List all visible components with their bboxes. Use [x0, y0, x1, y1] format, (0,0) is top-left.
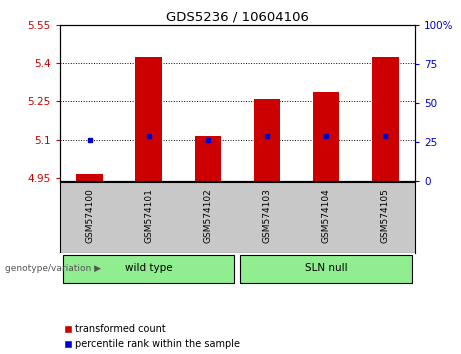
- Text: GSM574103: GSM574103: [262, 188, 272, 243]
- Title: GDS5236 / 10604106: GDS5236 / 10604106: [166, 11, 309, 24]
- Text: SLN null: SLN null: [305, 263, 348, 273]
- Bar: [254, 99, 280, 181]
- Bar: [195, 136, 221, 181]
- Bar: [136, 57, 162, 181]
- Bar: [372, 57, 399, 181]
- Bar: [76, 174, 103, 181]
- Legend: transformed count, percentile rank within the sample: transformed count, percentile rank withi…: [65, 324, 241, 349]
- Text: GSM574104: GSM574104: [322, 188, 331, 243]
- FancyBboxPatch shape: [63, 255, 235, 283]
- Text: genotype/variation ▶: genotype/variation ▶: [5, 264, 100, 273]
- Text: GSM574100: GSM574100: [85, 188, 94, 243]
- Text: wild type: wild type: [125, 263, 172, 273]
- Text: GSM574105: GSM574105: [381, 188, 390, 243]
- FancyBboxPatch shape: [240, 255, 412, 283]
- Text: GSM574101: GSM574101: [144, 188, 153, 243]
- Bar: [313, 92, 339, 181]
- Text: GSM574102: GSM574102: [203, 188, 213, 243]
